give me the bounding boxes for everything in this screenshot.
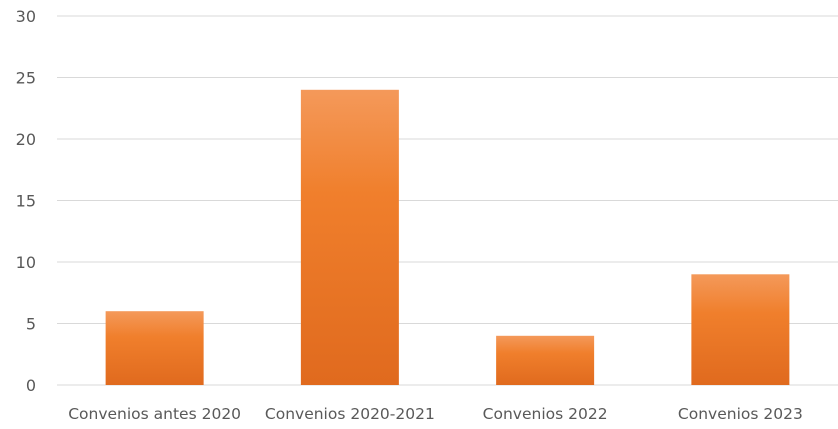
y-axis-tick-labels: 0 5 10 15 20 25 30 [16, 7, 36, 395]
bars [105, 89, 790, 386]
x-tick-label: Convenios 2020-2021 [265, 405, 435, 423]
bar [105, 311, 204, 385]
y-tick-label: 0 [26, 376, 36, 395]
y-tick-label: 15 [16, 192, 36, 211]
y-tick-label: 20 [16, 130, 36, 149]
bar [691, 274, 790, 385]
x-axis-tick-labels: Convenios antes 2020 Convenios 2020-2021 C… [68, 405, 803, 423]
bar [496, 335, 595, 385]
y-tick-label: 10 [16, 253, 36, 272]
y-tick-label: 5 [26, 315, 36, 334]
x-tick-label: Convenios antes 2020 [68, 405, 241, 423]
x-tick-label: Convenios 2023 [678, 405, 803, 423]
y-tick-label: 25 [16, 69, 36, 88]
x-tick-label: Convenios 2022 [483, 405, 608, 423]
bar [300, 89, 399, 386]
y-tick-label: 30 [16, 7, 36, 26]
